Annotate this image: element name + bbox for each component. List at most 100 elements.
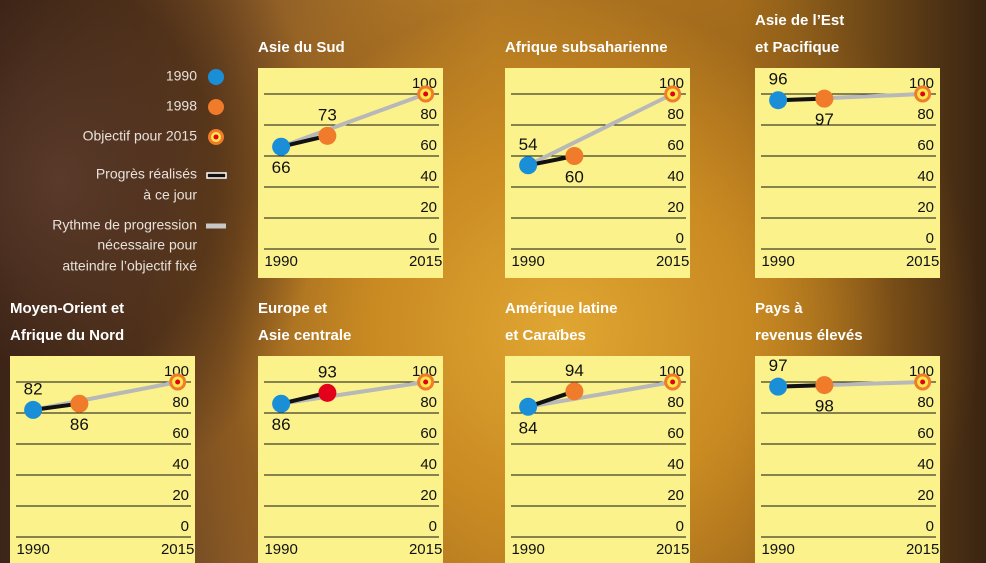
y-tick-label: 0 [429,230,437,247]
legend-label: nécessaire pour [97,237,197,253]
legend-label: 1990 [166,68,197,84]
y-tick-label: 40 [917,456,934,473]
legend-marker [208,99,224,115]
point [769,91,787,109]
target-center [920,92,925,97]
legend-label: Objectif pour 2015 [83,128,198,144]
y-tick-label: 80 [917,106,934,123]
value-label: 66 [272,158,291,177]
value-label: 97 [769,356,788,375]
y-tick-label: 60 [917,137,934,154]
y-tick-label: 0 [181,518,189,535]
y-tick-label: 0 [429,518,437,535]
target-center [670,380,675,385]
y-tick-label: 60 [172,425,189,442]
x-tick-label: 1990 [264,541,297,558]
legend-label: Progrès réalisés [96,166,197,182]
legend-label: 1998 [166,98,197,114]
y-tick-label: 0 [676,230,684,247]
legend-marker [214,135,219,140]
panel-title: Asie centrale [258,327,351,344]
legend-label: à ce jour [143,187,197,203]
point [815,90,833,108]
point [70,395,88,413]
point [318,384,336,402]
x-tick-label: 1990 [761,541,794,558]
y-tick-label: 80 [667,394,684,411]
y-tick-label: 20 [172,487,189,504]
x-tick-label: 1990 [264,253,297,270]
value-label: 94 [565,361,584,380]
value-label: 60 [565,167,584,186]
panel-title: Asie du Sud [258,39,345,56]
chart: 1990 1998 Objectif pour 2015 Progrès réalis… [0,0,986,563]
y-tick-label: 80 [172,394,189,411]
x-tick-label: 2015 [906,253,939,270]
x-tick-label: 1990 [511,541,544,558]
y-tick-label: 40 [420,456,437,473]
x-tick-label: 2015 [906,541,939,558]
point [815,376,833,394]
panel [505,356,690,563]
panel-title: Pays à [755,300,803,317]
value-label: 98 [815,397,834,416]
point [272,395,290,413]
y-tick-label: 40 [667,456,684,473]
x-tick-label: 2015 [409,541,442,558]
x-tick-label: 1990 [761,253,794,270]
panel-title: Afrique subsaharienne [505,39,668,56]
x-tick-label: 2015 [656,541,689,558]
value-label: 86 [272,415,291,434]
y-tick-label: 0 [926,518,934,535]
target-center [920,380,925,385]
x-tick-label: 2015 [161,541,194,558]
point [769,378,787,396]
point [272,138,290,156]
y-tick-label: 80 [667,106,684,123]
value-label: 86 [70,415,89,434]
value-label: 54 [519,135,538,154]
y-tick-label: 60 [420,425,437,442]
panel-title: et Caraïbes [505,327,586,344]
y-tick-label: 40 [917,168,934,185]
value-label: 93 [318,362,337,381]
point [519,398,537,416]
point [565,147,583,165]
panel-title: Asie de l’Est [755,12,844,29]
panel-title: Europe et [258,300,327,317]
panel-title: revenus élevés [755,327,863,344]
target-center [175,380,180,385]
panel-title: et Pacifique [755,39,839,56]
point [318,127,336,145]
y-tick-label: 20 [420,199,437,216]
value-label: 82 [24,379,43,398]
x-tick-label: 2015 [656,253,689,270]
y-tick-label: 40 [667,168,684,185]
y-tick-label: 80 [420,394,437,411]
point [24,401,42,419]
y-tick-label: 40 [172,456,189,473]
y-tick-label: 60 [917,425,934,442]
legend-marker [208,69,224,85]
x-tick-label: 2015 [409,253,442,270]
target-center [423,92,428,97]
y-tick-label: 0 [926,230,934,247]
y-tick-label: 80 [917,394,934,411]
point [519,156,537,174]
legend-marker [207,173,226,178]
y-tick-label: 0 [676,518,684,535]
panel [258,356,443,563]
value-label: 97 [815,110,834,129]
y-tick-label: 80 [420,106,437,123]
y-tick-label: 40 [420,168,437,185]
panel-title: Amérique latine [505,300,618,317]
panel-title: Afrique du Nord [10,327,124,344]
y-tick-label: 20 [917,487,934,504]
legend-label: atteindre l’objectif fixé [62,258,197,274]
point [565,382,583,400]
y-tick-label: 20 [667,487,684,504]
legend-label: Rythme de progression [52,217,197,233]
y-tick-label: 20 [917,199,934,216]
target-center [423,380,428,385]
y-tick-label: 60 [667,425,684,442]
